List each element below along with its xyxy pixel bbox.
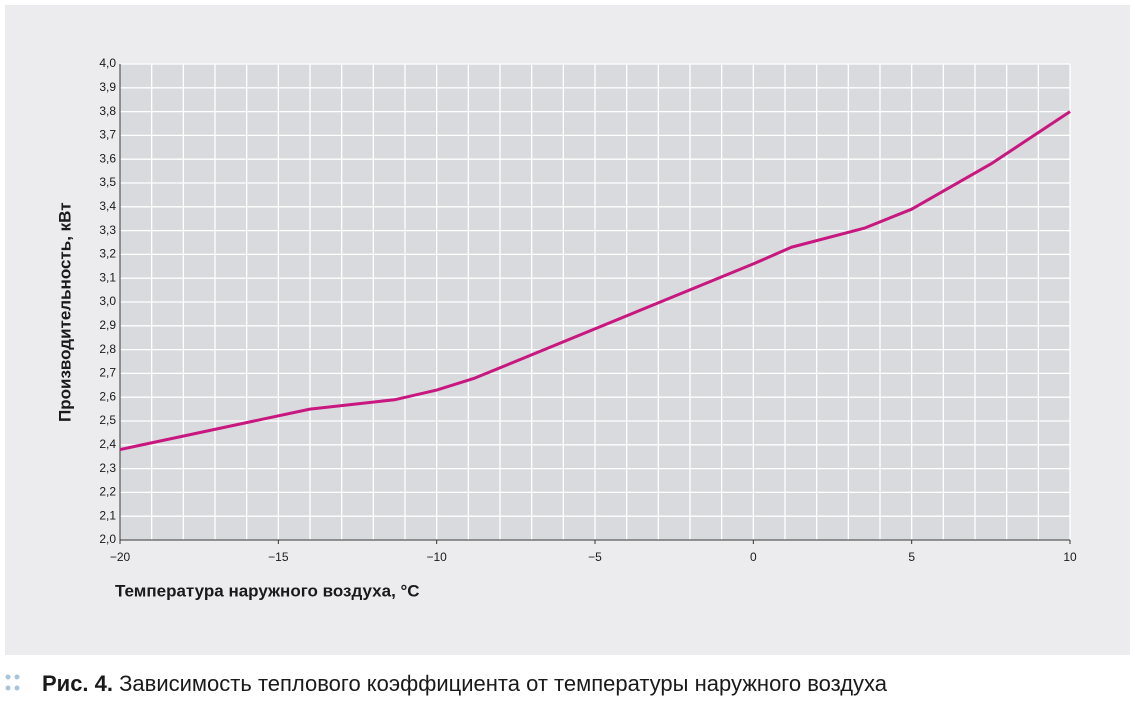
data-line	[119, 110, 1071, 452]
caption: Рис. 4. Зависимость теплового коэффициен…	[42, 671, 888, 696]
y-tick-label: 3,7	[99, 128, 116, 142]
y-tick-label: 2,6	[99, 389, 116, 403]
y-tick-label: 3,4	[99, 199, 116, 213]
y-tick-label: 3,3	[99, 223, 116, 237]
y-tick-label: 2,0	[99, 532, 116, 546]
y-axis-label: Производительность, кВт	[55, 202, 74, 422]
caption-text: Зависимость теплового коэффициента от те…	[119, 671, 888, 696]
x-tick-label: 0	[750, 550, 757, 564]
x-tick-label: −5	[588, 550, 602, 564]
y-tick-label: 2,1	[99, 508, 116, 522]
x-tick-label: −20	[110, 550, 131, 564]
x-tick-label: 10	[1063, 550, 1077, 564]
caption-label: Рис. 4.	[42, 671, 113, 696]
y-tick-label: 3,8	[99, 104, 116, 118]
x-axis-label: Температура наружного воздуха, °C	[115, 581, 420, 600]
x-tick-label: 5	[908, 550, 915, 564]
y-tick-label: 2,4	[99, 437, 116, 451]
y-tick-label: 2,9	[99, 318, 116, 332]
caption-icon	[5, 674, 20, 691]
y-tick-label: 2,5	[99, 413, 116, 427]
y-tick-label: 3,1	[99, 270, 116, 284]
y-tick-label: 2,7	[99, 366, 116, 380]
y-tick-label: 2,3	[99, 461, 116, 475]
x-tick-label: −15	[268, 550, 289, 564]
y-tick-label: 3,9	[99, 80, 116, 94]
y-tick-label: 3,2	[99, 247, 116, 261]
x-tick-label: −10	[426, 550, 447, 564]
y-tick-label: 2,2	[99, 485, 116, 499]
y-tick-label: 3,5	[99, 175, 116, 189]
y-tick-label: 4,0	[99, 56, 116, 70]
y-tick-label: 2,8	[99, 342, 116, 356]
y-tick-label: 3,0	[99, 294, 116, 308]
y-tick-label: 3,6	[99, 151, 116, 165]
